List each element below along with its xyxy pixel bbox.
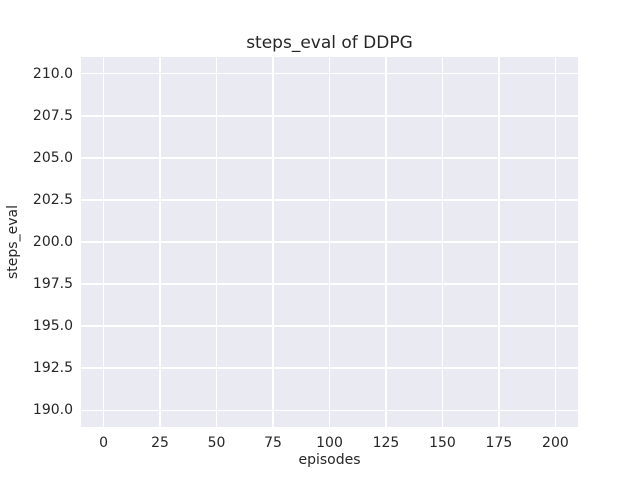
gridline-horizontal bbox=[81, 199, 578, 201]
plot-area bbox=[81, 57, 578, 427]
gridline-horizontal bbox=[81, 157, 578, 159]
gridline-horizontal bbox=[81, 283, 578, 285]
chart-title: steps_eval of DDPG bbox=[246, 33, 413, 53]
x-tick-label: 0 bbox=[99, 435, 109, 451]
y-tick-label: 192.5 bbox=[32, 360, 73, 377]
x-axis-label: episodes bbox=[298, 452, 361, 468]
y-tick-label: 205.0 bbox=[32, 149, 73, 166]
y-tick-label: 210.0 bbox=[32, 65, 73, 82]
y-tick-label: 197.5 bbox=[32, 276, 73, 293]
x-tick-label: 125 bbox=[372, 435, 400, 451]
x-tick-label: 75 bbox=[264, 435, 282, 451]
y-tick-label: 195.0 bbox=[32, 318, 73, 335]
y-axis-label: steps_eval bbox=[5, 205, 21, 279]
y-tick-label: 190.0 bbox=[32, 402, 73, 419]
y-tick-label: 207.5 bbox=[32, 107, 73, 124]
x-tick-label: 100 bbox=[316, 435, 343, 451]
x-tick-label: 175 bbox=[485, 435, 513, 451]
y-tick-label: 200.0 bbox=[32, 234, 73, 250]
gridline-horizontal bbox=[81, 115, 578, 117]
x-tick-label: 200 bbox=[542, 435, 569, 451]
x-tick-label: 25 bbox=[151, 435, 169, 451]
gridline-horizontal bbox=[81, 73, 578, 75]
gridline-horizontal bbox=[81, 367, 578, 369]
y-tick-label: 202.5 bbox=[32, 191, 73, 208]
gridline-horizontal bbox=[81, 409, 578, 411]
x-tick-label: 150 bbox=[429, 435, 456, 451]
gridline-horizontal bbox=[81, 325, 578, 327]
gridline-horizontal bbox=[81, 241, 578, 243]
x-tick-label: 50 bbox=[207, 435, 226, 451]
